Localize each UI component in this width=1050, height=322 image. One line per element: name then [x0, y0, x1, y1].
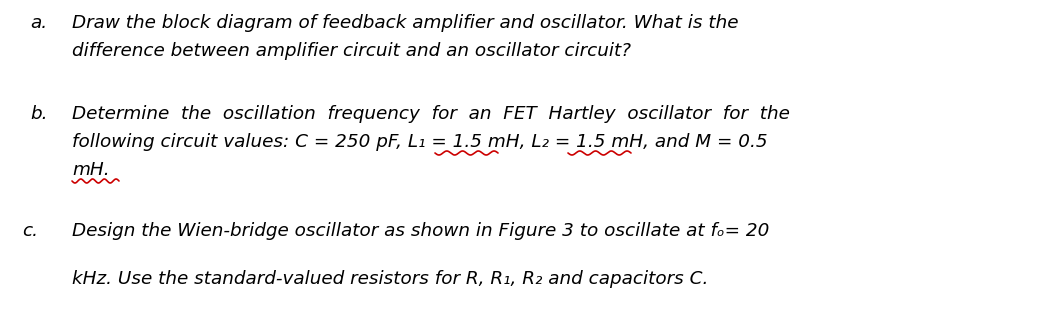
- Text: Determine  the  oscillation  frequency  for  an  FET  Hartley  oscillator  for  : Determine the oscillation frequency for …: [72, 105, 790, 123]
- Text: following circuit values: C = 250 pF, L₁ = 1.5 mH, L₂ = 1.5 mH, and M = 0.5: following circuit values: C = 250 pF, L₁…: [72, 133, 768, 151]
- Text: Design the Wien-bridge oscillator as shown in Figure 3 to oscillate at fₒ= 20: Design the Wien-bridge oscillator as sho…: [72, 222, 770, 240]
- Text: a.: a.: [30, 14, 47, 32]
- Text: b.: b.: [30, 105, 47, 123]
- Text: c.: c.: [22, 222, 38, 240]
- Text: mH.: mH.: [72, 161, 109, 179]
- Text: Draw the block diagram of feedback amplifier and oscillator. What is the: Draw the block diagram of feedback ampli…: [72, 14, 738, 32]
- Text: difference between amplifier circuit and an oscillator circuit?: difference between amplifier circuit and…: [72, 42, 631, 60]
- Text: kHz. Use the standard-valued resistors for R, R₁, R₂ and capacitors C.: kHz. Use the standard-valued resistors f…: [72, 270, 709, 288]
